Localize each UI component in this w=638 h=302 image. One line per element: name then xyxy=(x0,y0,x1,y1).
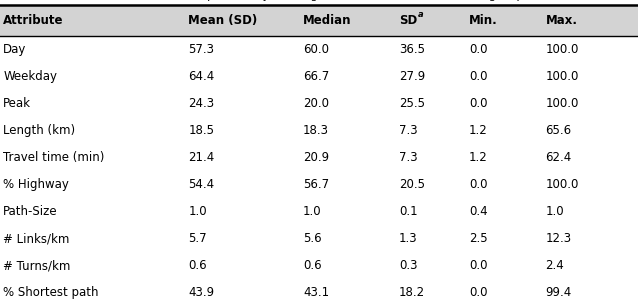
Text: 0.0: 0.0 xyxy=(469,43,487,56)
Text: % Highway: % Highway xyxy=(3,178,69,191)
Text: 2.5: 2.5 xyxy=(469,232,487,245)
Text: 0.0: 0.0 xyxy=(469,178,487,191)
Text: 20.9: 20.9 xyxy=(303,151,329,164)
Text: 0.0: 0.0 xyxy=(469,286,487,299)
Text: 0.0: 0.0 xyxy=(469,70,487,83)
Text: 1.0: 1.0 xyxy=(188,205,207,218)
Text: 43.1: 43.1 xyxy=(303,286,329,299)
Text: # Turns/km: # Turns/km xyxy=(3,259,71,272)
Text: 56.7: 56.7 xyxy=(303,178,329,191)
Text: 100.0: 100.0 xyxy=(545,70,579,83)
Text: 20.0: 20.0 xyxy=(303,97,329,110)
Text: 99.4: 99.4 xyxy=(545,286,572,299)
Text: Median: Median xyxy=(303,14,352,27)
Text: 0.3: 0.3 xyxy=(399,259,417,272)
Text: Day: Day xyxy=(3,43,27,56)
Text: 100.0: 100.0 xyxy=(545,97,579,110)
Text: 36.5: 36.5 xyxy=(399,43,425,56)
Text: Path-Size: Path-Size xyxy=(3,205,58,218)
Text: 0.4: 0.4 xyxy=(469,205,487,218)
Text: SD: SD xyxy=(399,14,417,27)
Text: 0.1: 0.1 xyxy=(399,205,417,218)
Text: 2.4: 2.4 xyxy=(545,259,564,272)
Text: 100.0: 100.0 xyxy=(545,178,579,191)
Text: Attribute: Attribute xyxy=(3,14,64,27)
Text: 100.0: 100.0 xyxy=(545,43,579,56)
Text: 0.6: 0.6 xyxy=(188,259,207,272)
Text: % Shortest path: % Shortest path xyxy=(3,286,99,299)
Text: 25.5: 25.5 xyxy=(399,97,425,110)
Text: 7.3: 7.3 xyxy=(399,151,417,164)
Text: # Links/km: # Links/km xyxy=(3,232,70,245)
Text: Mean (SD): Mean (SD) xyxy=(188,14,258,27)
Bar xyxy=(0,5,638,36)
Text: 12.3: 12.3 xyxy=(545,232,572,245)
Text: Length (km): Length (km) xyxy=(3,124,75,137)
Text: 60.0: 60.0 xyxy=(303,43,329,56)
Text: 1.0: 1.0 xyxy=(303,205,322,218)
Text: Max.: Max. xyxy=(545,14,577,27)
Text: 18.3: 18.3 xyxy=(303,124,329,137)
Text: Travel time (min): Travel time (min) xyxy=(3,151,105,164)
Text: 64.4: 64.4 xyxy=(188,70,214,83)
Text: 24.3: 24.3 xyxy=(188,97,214,110)
Text: Min.: Min. xyxy=(469,14,498,27)
Text: Weekday: Weekday xyxy=(3,70,57,83)
Text: 5.6: 5.6 xyxy=(303,232,322,245)
Text: 43.9: 43.9 xyxy=(188,286,214,299)
Text: 18.5: 18.5 xyxy=(188,124,214,137)
Text: 0.6: 0.6 xyxy=(303,259,322,272)
Text: 54.4: 54.4 xyxy=(188,178,214,191)
Text: 65.6: 65.6 xyxy=(545,124,572,137)
Text: 1.3: 1.3 xyxy=(399,232,417,245)
Text: Table 5.2: Descriptive analysis of significant factors in the clustering step: Table 5.2: Descriptive analysis of signi… xyxy=(115,0,523,1)
Text: 20.5: 20.5 xyxy=(399,178,425,191)
Text: 66.7: 66.7 xyxy=(303,70,329,83)
Text: Peak: Peak xyxy=(3,97,31,110)
Text: 27.9: 27.9 xyxy=(399,70,425,83)
Text: 18.2: 18.2 xyxy=(399,286,425,299)
Text: 0.0: 0.0 xyxy=(469,259,487,272)
Text: 1.2: 1.2 xyxy=(469,124,487,137)
Text: a: a xyxy=(419,10,424,19)
Text: 57.3: 57.3 xyxy=(188,43,214,56)
Text: 7.3: 7.3 xyxy=(399,124,417,137)
Text: 1.0: 1.0 xyxy=(545,205,564,218)
Text: 5.7: 5.7 xyxy=(188,232,207,245)
Text: 0.0: 0.0 xyxy=(469,97,487,110)
Text: 1.2: 1.2 xyxy=(469,151,487,164)
Text: 62.4: 62.4 xyxy=(545,151,572,164)
Text: 21.4: 21.4 xyxy=(188,151,214,164)
